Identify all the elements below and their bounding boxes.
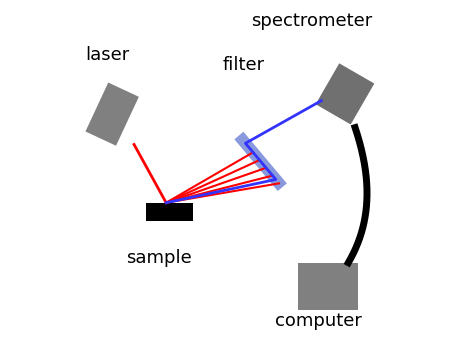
Bar [298, 263, 358, 310]
Polygon shape [85, 83, 139, 146]
Polygon shape [316, 63, 374, 125]
Text: filter: filter [223, 56, 265, 74]
Bar [146, 203, 193, 221]
Text: sample: sample [127, 249, 192, 267]
Text: computer: computer [274, 312, 361, 330]
Polygon shape [235, 132, 287, 191]
Text: laser: laser [85, 46, 129, 63]
Text: spectrometer: spectrometer [251, 12, 372, 30]
